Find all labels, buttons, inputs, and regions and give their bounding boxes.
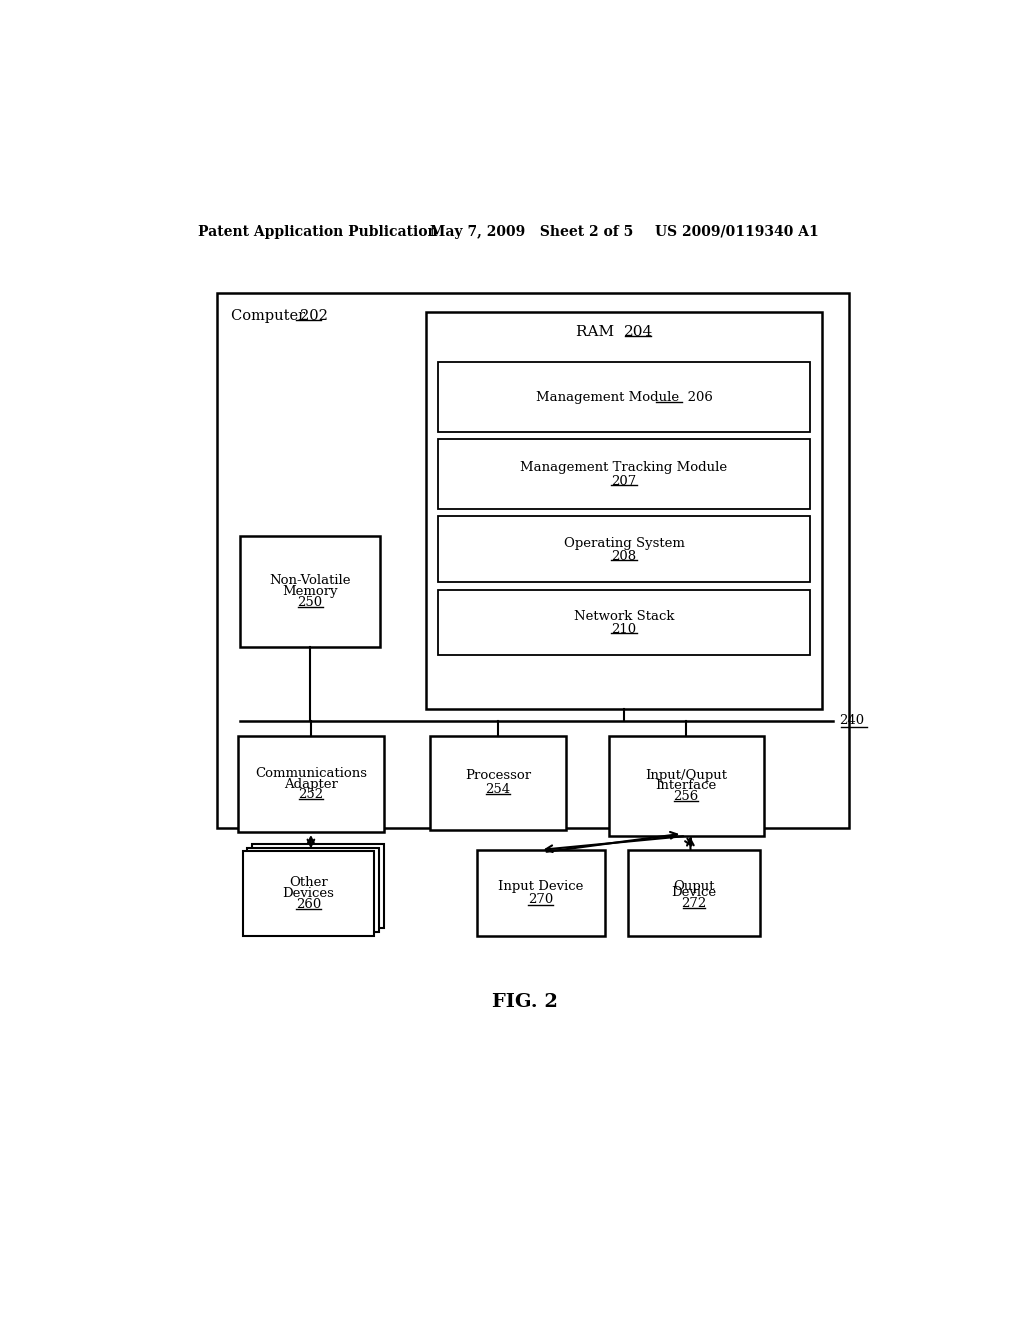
Text: Processor: Processor (465, 770, 531, 783)
Bar (426, 313, 821, 709)
Text: Interface: Interface (655, 779, 717, 792)
Text: Operating System: Operating System (563, 536, 684, 549)
Text: 204: 204 (624, 325, 653, 339)
Bar (438, 363, 810, 432)
Text: 260: 260 (296, 898, 322, 911)
Bar (438, 590, 810, 655)
Text: Patent Application Publication: Patent Application Publication (198, 224, 437, 239)
Bar (248, 847, 379, 932)
Bar (608, 737, 764, 836)
Text: Non-Volatile: Non-Volatile (269, 574, 351, 587)
Bar (238, 737, 384, 832)
Bar (243, 851, 375, 936)
Text: Network Stack: Network Stack (573, 610, 674, 623)
Text: 256: 256 (674, 791, 698, 804)
Bar (628, 850, 760, 936)
Text: Management Module  206: Management Module 206 (536, 391, 713, 404)
Text: 208: 208 (611, 549, 637, 562)
Bar (438, 440, 810, 508)
Text: 252: 252 (298, 788, 324, 801)
Bar (438, 516, 810, 582)
Bar (477, 850, 604, 936)
Text: Computer: Computer (231, 309, 310, 323)
Text: Ouput: Ouput (673, 879, 715, 892)
Text: Other: Other (289, 876, 328, 890)
Text: 240: 240 (840, 714, 864, 727)
Text: Management Tracking Module: Management Tracking Module (520, 462, 728, 474)
Text: FIG. 2: FIG. 2 (492, 993, 558, 1011)
Text: Device: Device (671, 887, 717, 899)
Bar (241, 536, 380, 647)
Text: Communications: Communications (255, 767, 367, 780)
Bar (217, 293, 849, 829)
Bar (430, 737, 566, 830)
Text: Memory: Memory (283, 585, 338, 598)
Text: US 2009/0119340 A1: US 2009/0119340 A1 (655, 224, 819, 239)
Text: 202: 202 (300, 309, 328, 323)
Text: Input Device: Input Device (498, 879, 584, 892)
Text: Adapter: Adapter (284, 777, 338, 791)
Text: Devices: Devices (283, 887, 335, 900)
Text: 207: 207 (611, 474, 637, 487)
Text: 272: 272 (681, 898, 707, 911)
Text: Input/Ouput: Input/Ouput (645, 768, 727, 781)
Text: May 7, 2009   Sheet 2 of 5: May 7, 2009 Sheet 2 of 5 (430, 224, 634, 239)
Text: 270: 270 (528, 894, 553, 907)
Bar (252, 843, 384, 928)
Text: 250: 250 (298, 595, 323, 609)
Text: 210: 210 (611, 623, 637, 636)
Text: 254: 254 (485, 783, 511, 796)
Text: RAM: RAM (577, 325, 624, 339)
